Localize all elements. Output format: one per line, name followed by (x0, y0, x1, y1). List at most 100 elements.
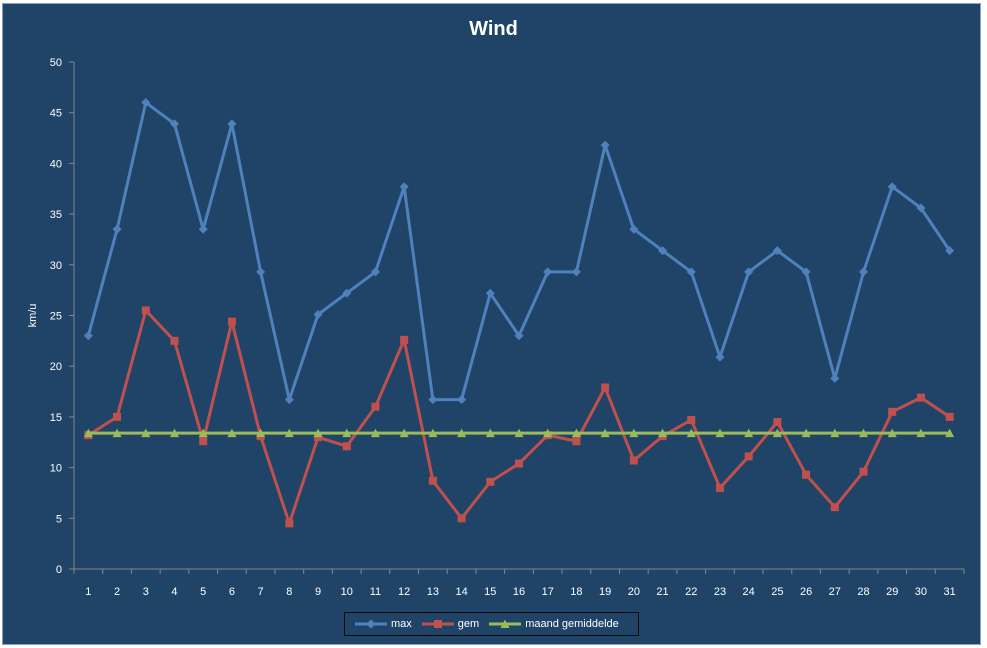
x-tick-label: 22 (685, 586, 697, 598)
data-point-maand-gemiddelde (887, 428, 897, 438)
data-point-max (715, 352, 725, 362)
legend-swatch-gem (421, 620, 454, 628)
data-point-max (859, 267, 869, 277)
data-point-gem (428, 476, 437, 485)
data-point-maand-gemiddelde (945, 428, 955, 438)
data-point-maand-gemiddelde (399, 428, 409, 438)
data-point-gem (457, 514, 466, 523)
data-point-gem (285, 519, 294, 528)
data-point-max (112, 224, 122, 234)
data-point-gem (601, 383, 610, 392)
x-tick-label: 1 (85, 586, 91, 598)
x-tick-label: 19 (599, 586, 611, 598)
data-point-max (313, 309, 323, 319)
data-point-maand-gemiddelde (543, 428, 553, 438)
data-point-max (543, 267, 553, 277)
y-tick-label: 5 (56, 513, 62, 525)
x-tick-label: 14 (455, 586, 467, 598)
data-point-max (830, 373, 840, 383)
data-point-max (887, 182, 897, 192)
legend: max gem maand gemiddelde (344, 612, 639, 636)
x-tick-label: 31 (944, 586, 956, 598)
data-point-max (342, 288, 352, 298)
chart-area (2, 3, 981, 645)
x-tick-label: 2 (114, 586, 120, 598)
y-tick-label: 0 (56, 564, 62, 576)
data-point-maand-gemiddelde (629, 428, 639, 438)
x-tick-label: 29 (886, 586, 898, 598)
data-point-gem (113, 412, 122, 421)
x-tick-label: 10 (341, 586, 353, 598)
data-point-gem (572, 437, 581, 446)
data-point-max (169, 119, 179, 129)
data-point-max (600, 140, 610, 150)
data-point-gem (199, 437, 208, 446)
data-point-maand-gemiddelde (571, 428, 581, 438)
data-point-max (457, 395, 467, 405)
x-tick-label: 12 (398, 586, 410, 598)
data-point-maand-gemiddelde (772, 428, 782, 438)
x-tick-label: 20 (628, 586, 640, 598)
x-tick-label: 21 (656, 586, 668, 598)
x-tick-label: 13 (427, 586, 439, 598)
data-point-maand-gemiddelde (342, 428, 352, 438)
x-tick-label: 4 (171, 586, 177, 598)
data-point-maand-gemiddelde (514, 428, 524, 438)
data-point-maand-gemiddelde (658, 428, 668, 438)
data-point-gem (141, 306, 150, 315)
y-tick-label: 50 (50, 57, 62, 69)
x-tick-label: 25 (771, 586, 783, 598)
data-point-maand-gemiddelde (916, 428, 926, 438)
data-point-max (399, 182, 409, 192)
data-point-maand-gemiddelde (715, 428, 725, 438)
data-point-max (945, 246, 955, 256)
data-point-maand-gemiddelde (227, 428, 237, 438)
data-point-gem (342, 442, 351, 451)
x-tick-label: 7 (258, 586, 264, 598)
x-tick-label: 6 (229, 586, 235, 598)
data-point-max (485, 288, 495, 298)
x-tick-label: 23 (714, 586, 726, 598)
data-point-maand-gemiddelde (744, 428, 754, 438)
legend-item-max: max (355, 618, 412, 630)
data-point-max (772, 246, 782, 256)
x-tick-label: 9 (315, 586, 321, 598)
data-point-max (428, 395, 438, 405)
data-point-max (227, 119, 237, 129)
data-point-gem (314, 433, 323, 442)
data-point-gem (486, 477, 495, 486)
data-point-gem (859, 467, 868, 476)
x-tick-label: 28 (857, 586, 869, 598)
data-point-maand-gemiddelde (686, 428, 696, 438)
data-point-max (284, 395, 294, 405)
data-point-maand-gemiddelde (428, 428, 438, 438)
data-point-gem (227, 317, 236, 326)
data-point-maand-gemiddelde (313, 428, 323, 438)
y-tick-label: 30 (50, 260, 62, 272)
data-point-gem (687, 415, 696, 424)
x-tick-label: 5 (200, 586, 206, 598)
x-tick-label: 30 (915, 586, 927, 598)
data-point-max (686, 267, 696, 277)
data-point-max (198, 224, 208, 234)
data-point-max (256, 267, 266, 277)
data-point-max (916, 203, 926, 213)
chart-title: Wind (469, 18, 518, 40)
series-line-max (86, 101, 951, 402)
data-point-gem (744, 452, 753, 461)
x-tick-label: 11 (370, 586, 381, 598)
data-point-gem (629, 456, 638, 465)
data-point-gem (515, 459, 523, 468)
data-point-gem (715, 483, 724, 492)
legend-label-gem: gem (457, 618, 480, 630)
data-point-maand-gemiddelde (141, 428, 151, 438)
data-point-max (514, 331, 524, 341)
data-point-gem (830, 503, 839, 512)
legend-swatch-max (355, 619, 387, 629)
data-point-max (141, 98, 151, 108)
data-point-max (370, 267, 380, 277)
data-point-maand-gemiddelde (801, 428, 811, 438)
data-point-maand-gemiddelde (83, 428, 93, 438)
x-tick-label: 3 (143, 586, 149, 598)
